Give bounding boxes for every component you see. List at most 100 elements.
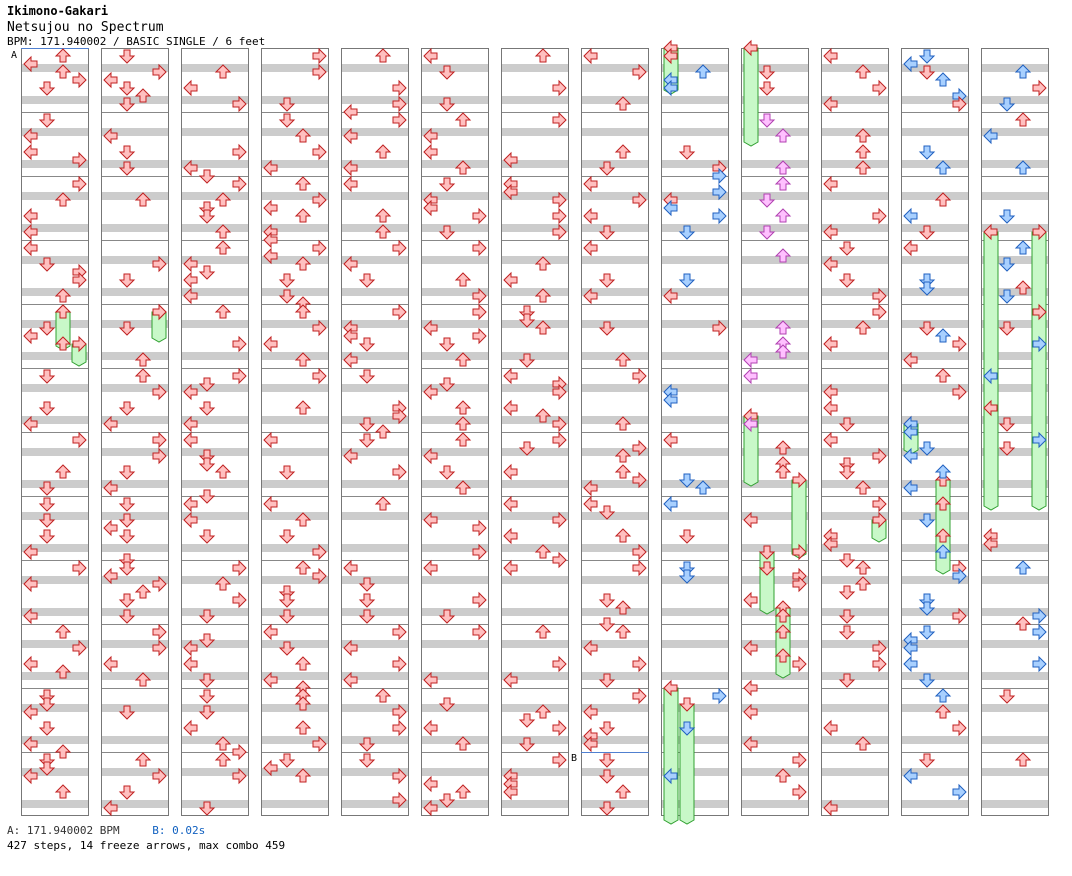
beat-stripe bbox=[341, 480, 409, 488]
beat-stripe bbox=[181, 384, 249, 392]
beat-stripe bbox=[101, 320, 169, 328]
step-arrow bbox=[54, 64, 72, 79]
step-arrow bbox=[278, 465, 296, 480]
beat-stripe bbox=[981, 320, 1049, 328]
step-arrow bbox=[392, 79, 407, 97]
beat-stripe bbox=[901, 576, 969, 584]
beat-stripe bbox=[981, 640, 1049, 648]
beat-stripe bbox=[581, 608, 649, 616]
beat-stripe bbox=[101, 416, 169, 424]
beat-stripe bbox=[341, 352, 409, 360]
step-arrow bbox=[614, 528, 632, 543]
step-arrow bbox=[312, 735, 327, 753]
step-arrow bbox=[392, 95, 407, 113]
step-arrow bbox=[152, 303, 167, 321]
step-arrow bbox=[598, 225, 616, 240]
step-arrow bbox=[1032, 431, 1047, 449]
step-arrow bbox=[872, 495, 887, 513]
step-arrow bbox=[312, 367, 327, 385]
step-arrow bbox=[774, 160, 792, 175]
step-arrow bbox=[278, 753, 296, 768]
column-border bbox=[981, 48, 1049, 816]
beat-stripe bbox=[741, 224, 809, 232]
step-arrow bbox=[632, 471, 647, 489]
step-arrow bbox=[838, 273, 856, 288]
step-arrow bbox=[358, 577, 376, 592]
step-arrow bbox=[23, 575, 38, 593]
beat-stripe bbox=[821, 512, 889, 520]
step-arrow bbox=[38, 513, 56, 528]
step-arrow bbox=[454, 112, 472, 127]
step-arrow bbox=[183, 495, 198, 513]
step-arrow bbox=[38, 401, 56, 416]
step-arrow bbox=[374, 48, 392, 63]
step-arrow bbox=[518, 737, 536, 752]
beat-stripe bbox=[581, 160, 649, 168]
beat-stripe bbox=[101, 96, 169, 104]
beat-stripe bbox=[421, 64, 489, 72]
step-arrow bbox=[774, 768, 792, 783]
beat-stripe bbox=[501, 320, 569, 328]
step-arrow bbox=[392, 111, 407, 129]
step-arrow bbox=[312, 319, 327, 337]
step-arrow bbox=[392, 791, 407, 809]
step-arrow bbox=[903, 767, 918, 785]
step-arrow bbox=[38, 697, 56, 712]
beat-stripe bbox=[21, 768, 89, 776]
step-arrow bbox=[823, 255, 838, 273]
step-arrow bbox=[854, 64, 872, 79]
step-arrow bbox=[392, 239, 407, 257]
step-arrow bbox=[392, 463, 407, 481]
step-arrow bbox=[358, 609, 376, 624]
step-arrow bbox=[583, 479, 598, 497]
step-arrow bbox=[23, 607, 38, 625]
step-arrow bbox=[312, 47, 327, 65]
step-arrow bbox=[678, 473, 696, 488]
step-arrow bbox=[534, 288, 552, 303]
beat-stripe bbox=[341, 224, 409, 232]
step-arrow bbox=[23, 655, 38, 673]
step-arrow bbox=[854, 560, 872, 575]
step-arrow bbox=[903, 55, 918, 73]
step-arrow bbox=[854, 480, 872, 495]
step-arrow bbox=[1014, 240, 1032, 255]
beat-stripe bbox=[501, 64, 569, 72]
step-arrow bbox=[374, 496, 392, 511]
beat-stripe bbox=[981, 736, 1049, 744]
step-arrow bbox=[678, 145, 696, 160]
step-arrow bbox=[1032, 335, 1047, 353]
step-arrow bbox=[712, 207, 727, 225]
step-arrow bbox=[534, 544, 552, 559]
step-arrow bbox=[503, 559, 518, 577]
step-arrow bbox=[38, 689, 56, 704]
beat-stripe bbox=[341, 544, 409, 552]
beat-stripe bbox=[261, 768, 329, 776]
step-arrow bbox=[183, 431, 198, 449]
beat-stripe bbox=[661, 480, 729, 488]
beat-stripe bbox=[661, 448, 729, 456]
beat-stripe bbox=[661, 96, 729, 104]
step-arrow bbox=[423, 799, 438, 817]
beat-stripe bbox=[341, 512, 409, 520]
step-arrow bbox=[183, 271, 198, 289]
step-arrow bbox=[743, 511, 758, 529]
beat-stripe bbox=[741, 640, 809, 648]
beat-stripe bbox=[341, 704, 409, 712]
beat-stripe bbox=[821, 544, 889, 552]
step-arrow bbox=[614, 448, 632, 463]
beat-stripe bbox=[901, 320, 969, 328]
step-arrow bbox=[183, 287, 198, 305]
step-arrow bbox=[54, 464, 72, 479]
step-arrow bbox=[294, 400, 312, 415]
beat-stripe bbox=[821, 480, 889, 488]
step-arrow bbox=[952, 783, 967, 801]
step-arrow bbox=[934, 528, 952, 543]
step-arrow bbox=[712, 687, 727, 705]
step-arrow bbox=[72, 271, 87, 289]
step-arrow bbox=[438, 793, 456, 808]
beat-stripe bbox=[821, 800, 889, 808]
beat-stripe bbox=[101, 640, 169, 648]
step-arrow bbox=[343, 447, 358, 465]
step-arrow bbox=[854, 736, 872, 751]
beat-stripe bbox=[21, 416, 89, 424]
